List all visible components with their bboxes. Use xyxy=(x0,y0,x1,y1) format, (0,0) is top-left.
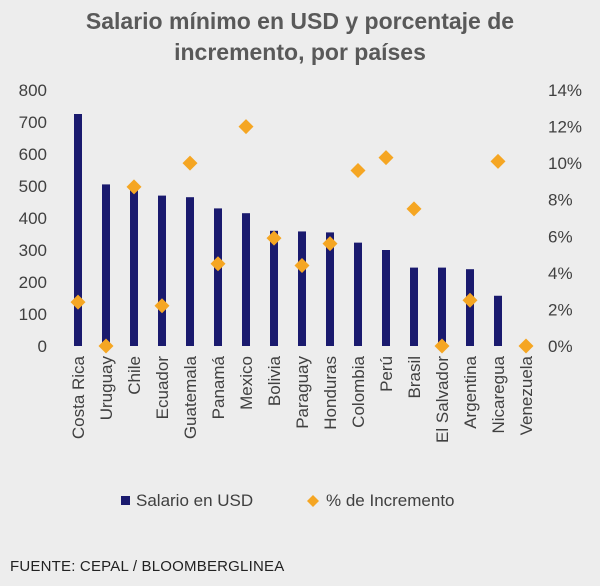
increment-marker xyxy=(70,294,86,310)
x-axis-category-label: Argentina xyxy=(461,355,480,428)
x-axis-category-label: Honduras xyxy=(321,356,340,430)
left-axis-tick-label: 600 xyxy=(19,145,47,164)
bar xyxy=(354,242,362,346)
x-axis-category-label: Costa Rica xyxy=(69,355,88,439)
bar xyxy=(74,114,82,346)
x-axis-category-label: Guatemala xyxy=(181,355,200,439)
increment-marker xyxy=(98,338,114,354)
increment-marker xyxy=(434,338,450,354)
increment-marker xyxy=(154,298,170,314)
bar xyxy=(382,250,390,346)
marker-series xyxy=(70,119,534,354)
increment-marker xyxy=(126,179,142,195)
legend-label-incremento: % de Incremento xyxy=(326,491,455,510)
left-axis-tick-label: 200 xyxy=(19,273,47,292)
bar xyxy=(410,267,418,346)
increment-marker xyxy=(294,258,310,274)
left-axis-tick-label: 700 xyxy=(19,113,47,132)
x-axis-category-label: Ecuador xyxy=(153,356,172,420)
x-axis-category-label: Panamá xyxy=(209,355,228,419)
x-axis-category-label: Venezuela xyxy=(517,355,536,435)
bar xyxy=(186,197,194,346)
increment-marker xyxy=(518,338,534,354)
legend-swatch-incremento xyxy=(307,495,319,507)
source-note: FUENTE: CEPAL / BLOOMBERGLINEA xyxy=(10,558,285,575)
increment-marker xyxy=(378,150,394,166)
right-axis-tick-label: 14% xyxy=(548,81,582,100)
bar xyxy=(326,232,334,346)
increment-marker xyxy=(266,230,282,246)
bar xyxy=(130,186,138,346)
legend-label-salario: Salario en USD xyxy=(136,491,253,510)
chart-title: Salario mínimo en USD y porcentaje de in… xyxy=(0,6,600,68)
chart-title-line-2: incremento, por países xyxy=(174,39,426,65)
right-axis-tick-label: 2% xyxy=(548,300,573,319)
increment-marker xyxy=(406,201,422,217)
x-axis-category-label: Uruguay xyxy=(97,356,116,421)
legend-swatch-salario xyxy=(121,496,130,505)
bar xyxy=(270,230,278,346)
bar xyxy=(494,295,502,346)
legend: Salario en USD % de Incremento xyxy=(121,491,455,510)
right-axis: 0% 2% 4% 6% 8% 10% 12% 14% xyxy=(548,81,582,356)
bar xyxy=(242,213,250,346)
x-axis-category-label: Paraguay xyxy=(293,356,312,429)
x-axis-category-label: Colombia xyxy=(349,355,368,427)
right-axis-tick-label: 10% xyxy=(548,154,582,173)
bar xyxy=(438,267,446,346)
chart-title-line-1: Salario mínimo en USD y porcentaje de xyxy=(85,8,515,34)
increment-marker xyxy=(350,162,366,178)
left-axis-tick-label: 300 xyxy=(19,241,47,260)
x-axis-category-label: Nicaregua xyxy=(489,355,508,433)
x-axis-category-label: Perú xyxy=(377,356,396,392)
increment-marker xyxy=(238,119,254,135)
increment-marker xyxy=(182,155,198,171)
increment-marker xyxy=(322,236,338,252)
x-axis-category-label: Bolivia xyxy=(265,355,284,406)
right-axis-tick-label: 6% xyxy=(548,227,573,246)
left-axis-tick-label: 500 xyxy=(19,177,47,196)
increment-marker xyxy=(462,292,478,308)
left-axis-tick-label: 800 xyxy=(19,81,47,100)
x-axis-category-label: Chile xyxy=(125,356,144,395)
right-axis-tick-label: 8% xyxy=(548,191,573,210)
x-axis-category-label: El Salvador xyxy=(433,356,452,443)
x-axis-category-label: Mexico xyxy=(237,356,256,410)
bar xyxy=(102,184,110,346)
increment-marker xyxy=(210,256,226,272)
bar xyxy=(158,195,166,346)
x-axis-labels: Costa Rica Uruguay Chile Ecuador Guatemala Pa… xyxy=(69,355,536,442)
right-axis-tick-label: 4% xyxy=(548,264,573,283)
left-axis-tick-label: 0 xyxy=(38,337,47,356)
bar xyxy=(298,231,306,346)
right-axis-tick-label: 12% xyxy=(548,118,582,137)
left-axis-tick-label: 100 xyxy=(19,305,47,324)
increment-marker xyxy=(490,153,506,169)
right-axis-tick-label: 0% xyxy=(548,337,573,356)
x-axis-category-label: Brasil xyxy=(405,356,424,399)
bar-series xyxy=(74,114,502,346)
left-axis-tick-label: 400 xyxy=(19,209,47,228)
left-axis: 0 100 200 300 400 500 600 700 800 xyxy=(19,81,47,356)
bar xyxy=(214,208,222,346)
